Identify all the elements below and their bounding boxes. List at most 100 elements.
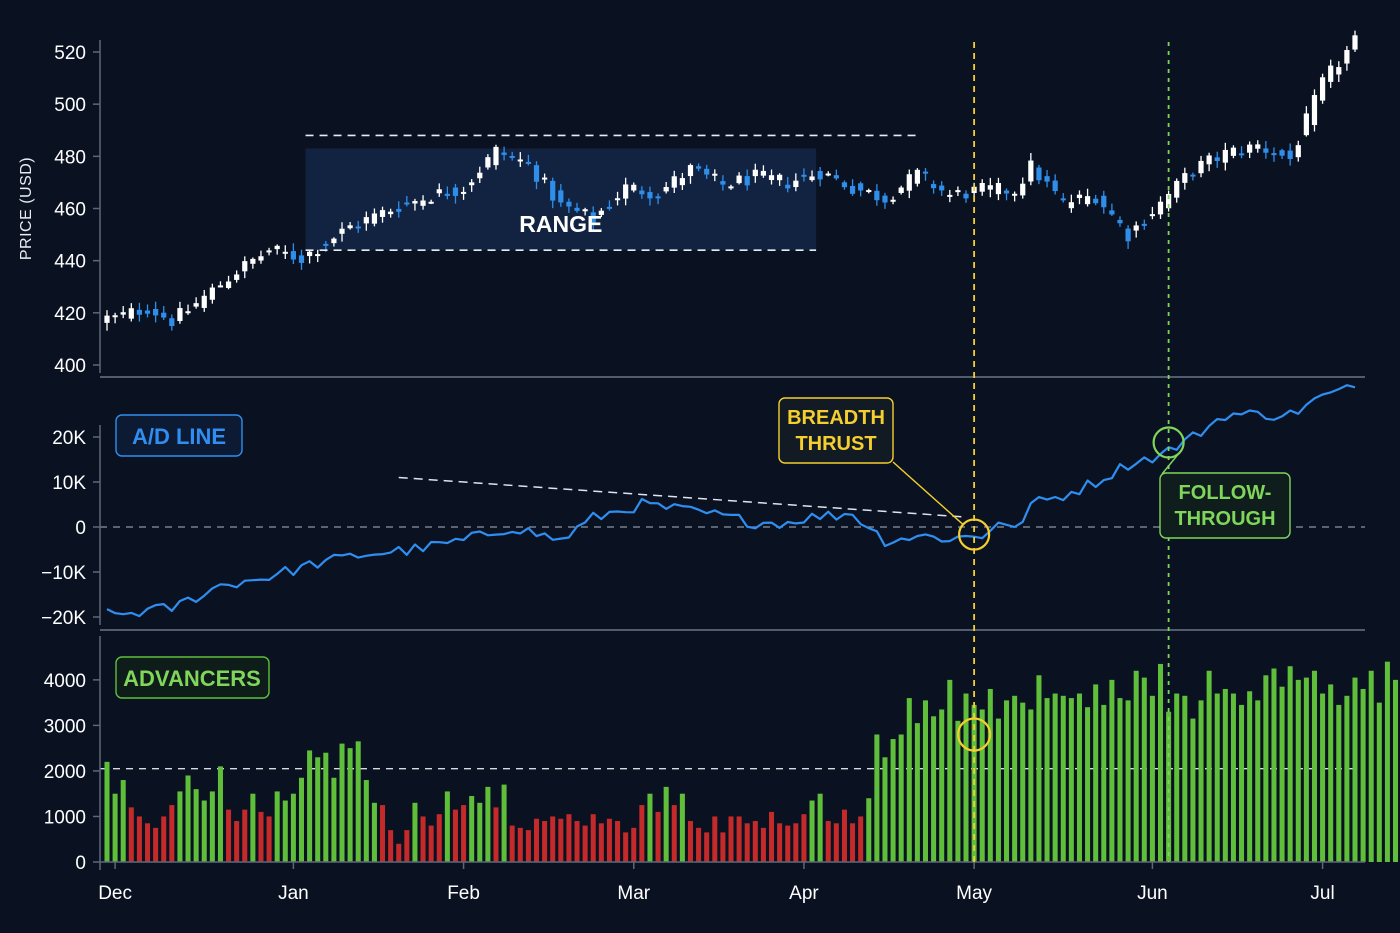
advancer-bar-up [955, 720, 961, 862]
advancer-bar-up [290, 793, 296, 862]
advancer-bar-down [258, 811, 264, 862]
y-tick-label: 480 [54, 147, 86, 168]
candle-up [1174, 180, 1180, 198]
candle-up [193, 303, 199, 307]
candle-up [1344, 50, 1350, 64]
ad-legend-box [115, 414, 243, 457]
candle-up [517, 159, 523, 162]
advancer-bar-up [1303, 677, 1309, 862]
advancer-bar-up [177, 791, 183, 862]
price-panel: RANGE [104, 30, 1358, 331]
candle-down [1003, 190, 1010, 194]
advancer-bar-up [120, 780, 126, 862]
advancer-bar-down [533, 818, 540, 862]
advancers-legend-label: ADVANCERS [123, 666, 261, 691]
candle-up [663, 187, 669, 192]
advancer-bar-down [736, 816, 742, 862]
candle-down [744, 176, 750, 186]
candle-up [493, 146, 499, 166]
candle-down [452, 187, 459, 196]
candle-up [242, 261, 248, 272]
advancer-bar-down [153, 827, 159, 862]
advancer-bar-down [801, 814, 807, 862]
advancer-bar-down [525, 830, 531, 862]
advancer-bar-up [1214, 693, 1220, 862]
advancer-bar-up [963, 693, 969, 862]
advancer-bar-up [1157, 663, 1164, 862]
y-tick-label: 4000 [44, 671, 86, 692]
x-tick-label: Jan [278, 883, 309, 904]
advancer-bar-up [987, 688, 993, 862]
candle-down [533, 165, 540, 182]
candle-down [323, 243, 329, 246]
advancer-bar-up [1133, 670, 1139, 862]
follow-through-label-line1: FOLLOW- [1179, 482, 1272, 504]
candle-up [906, 174, 912, 191]
advancer-bar-up [355, 741, 361, 862]
advancer-bar-up [1328, 684, 1334, 862]
candle-up [1012, 193, 1018, 196]
candle-down [566, 201, 572, 207]
y-tick-label: 20K [52, 428, 86, 449]
advancer-bar-up [1117, 698, 1123, 862]
candle-up [995, 183, 1002, 195]
candle-down [639, 190, 645, 195]
advancer-bar-up [1068, 698, 1074, 862]
candle-down [939, 185, 945, 191]
candle-up [866, 190, 872, 193]
candle-up [1222, 149, 1228, 163]
candle-up [898, 187, 904, 193]
candle-up [768, 175, 775, 181]
advancer-bar-down [136, 816, 142, 862]
candle-down [1093, 198, 1099, 204]
advancer-bar-up [339, 743, 345, 862]
advancer-bar-down [825, 821, 831, 862]
advancer-bar-down [566, 814, 572, 862]
advancer-bar-up [817, 793, 823, 862]
y-tick-label: 520 [54, 43, 86, 64]
advancer-bar-down [752, 821, 758, 862]
advancer-bar-down [712, 816, 718, 862]
candle-down [501, 152, 507, 155]
candle-down [841, 182, 848, 188]
candle-down [404, 202, 410, 205]
candle-up [112, 315, 118, 318]
candle-up [460, 191, 467, 194]
candle-up [614, 198, 621, 201]
advancer-bar-up [485, 786, 491, 862]
advancer-bar-up [663, 786, 669, 862]
y-tick-label: 10K [52, 473, 86, 494]
candle-down [1117, 219, 1123, 224]
advancer-bar-up [1263, 675, 1269, 862]
advancer-bar-up [1101, 704, 1107, 862]
advancer-bar-up [1166, 711, 1172, 862]
y-tick-label: 2000 [44, 762, 86, 783]
ad-panel [100, 384, 1365, 618]
advancer-bar-up [1320, 693, 1326, 862]
candle-down [1190, 174, 1196, 177]
candle-up [979, 182, 985, 192]
advancer-bar-up [809, 800, 815, 862]
candle-up [1206, 155, 1212, 165]
advancer-bar-up [866, 798, 872, 862]
candle-down [298, 255, 305, 263]
advancer-bar-down [744, 823, 750, 862]
candle-down [720, 181, 726, 185]
advancer-bar-up [363, 780, 369, 862]
advancer-bar-down [671, 805, 677, 862]
advancer-bar-down [169, 805, 175, 862]
x-tick-label: Jun [1137, 883, 1168, 904]
advancer-bar-up [914, 723, 920, 862]
candle-up [420, 200, 426, 206]
advancer-bar-up [331, 777, 337, 862]
advancer-bar-up [890, 739, 896, 862]
advancer-bar-up [282, 800, 288, 862]
advancer-bar-down [380, 805, 386, 862]
candle-up [825, 173, 831, 176]
candle-up [436, 189, 442, 194]
candle-down [849, 185, 856, 194]
advancer-bar-up [1352, 677, 1358, 862]
candle-up [623, 184, 629, 199]
advancer-bar-up [1222, 688, 1228, 862]
